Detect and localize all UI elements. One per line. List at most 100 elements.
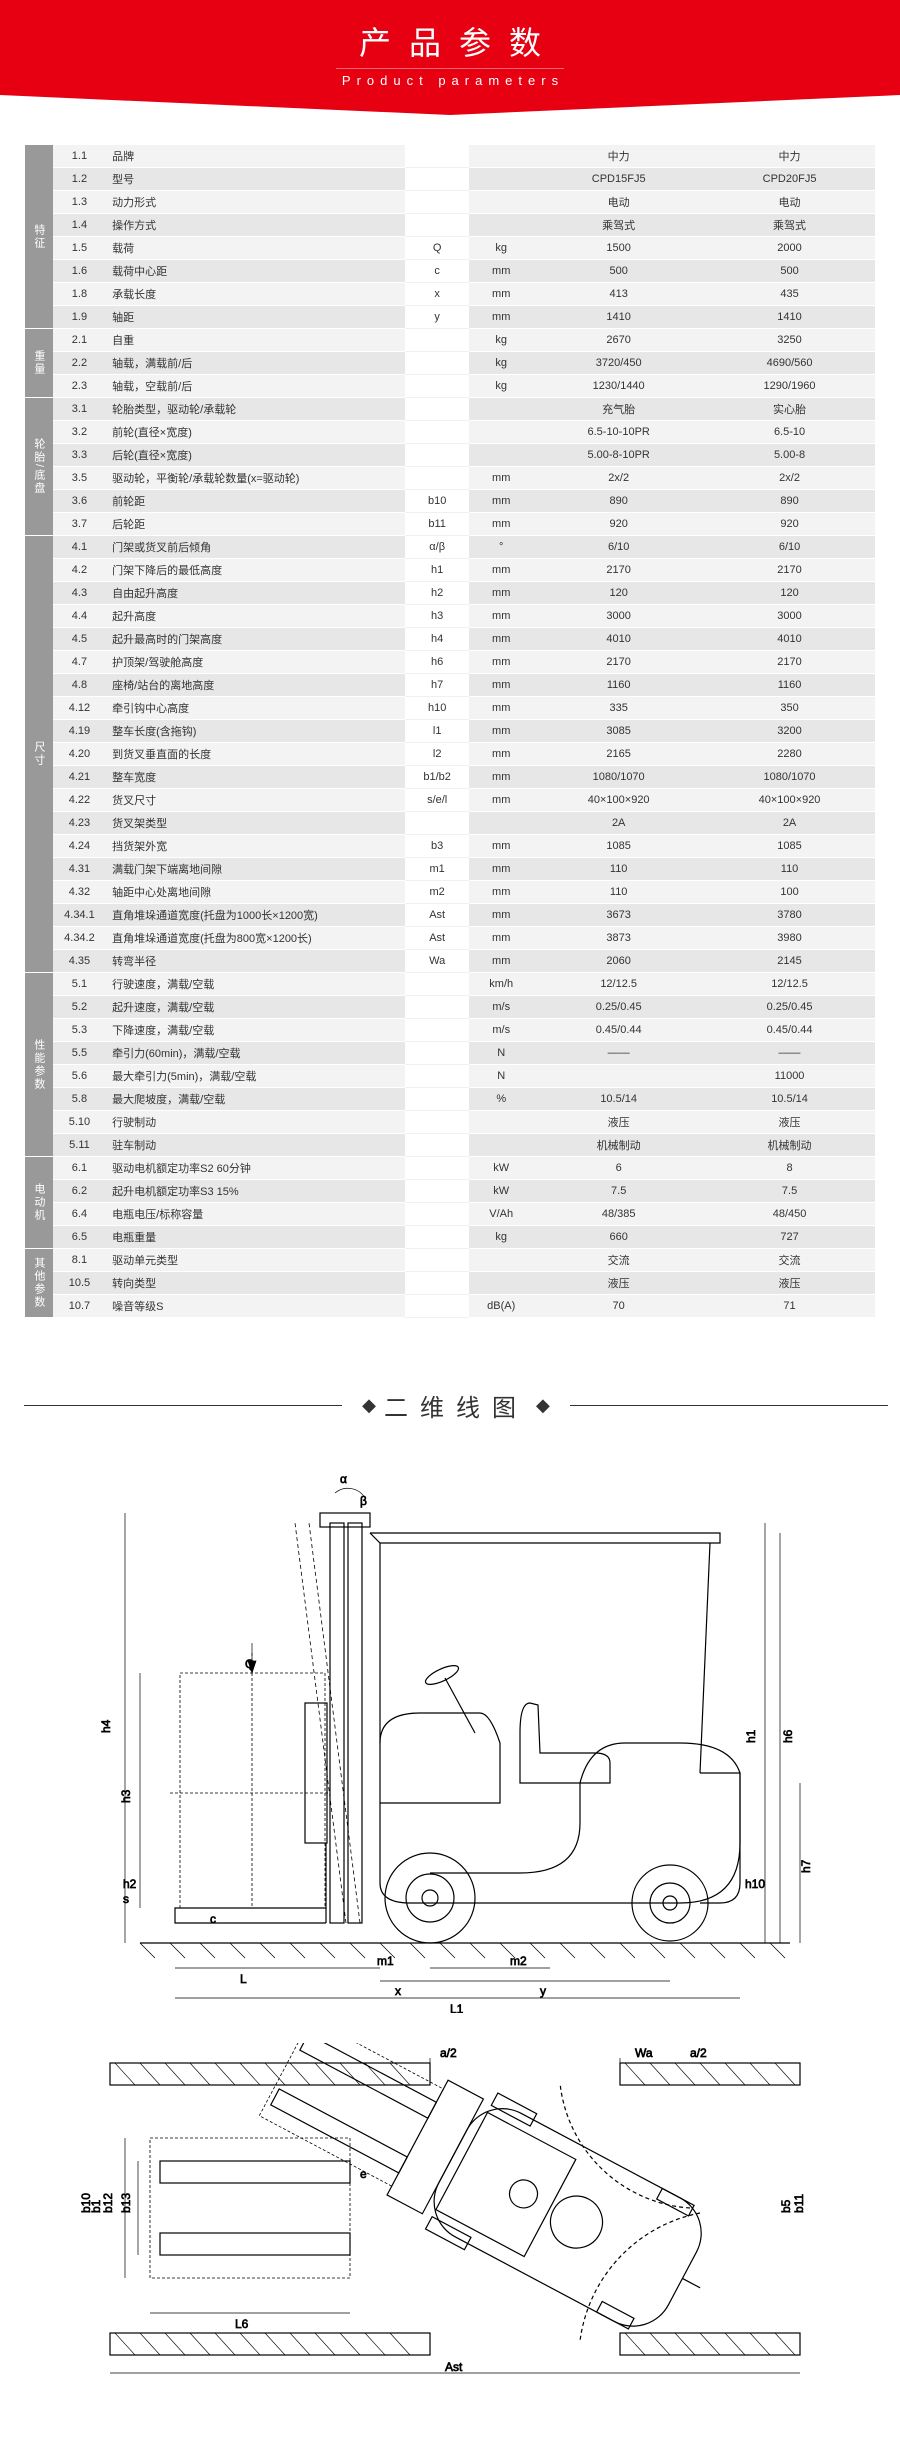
col-label: 货叉尺寸 [106,789,405,812]
col-sym [405,1042,469,1065]
table-row: 1.2型号CPD15FJ5CPD20FJ5 [25,168,875,191]
col-unit: kg [469,1226,533,1249]
col-idx: 5.5 [53,1042,106,1065]
col-sym: l2 [405,743,469,766]
col-idx: 6.2 [53,1180,106,1203]
col-idx: 2.2 [53,352,106,375]
col-unit: kW [469,1157,533,1180]
col-v1: 6.5-10-10PR [533,421,704,444]
col-v2: 2170 [704,651,875,674]
col-sym: s/e/l [405,789,469,812]
col-idx: 5.1 [53,973,106,996]
col-v1: 3085 [533,720,704,743]
table-row: 1.5载荷Qkg15002000 [25,237,875,260]
col-label: 直角堆垛通道宽度(托盘为800宽×1200长) [106,927,405,950]
table-row: 5.5牵引力(60min)，满载/空载N———— [25,1042,875,1065]
col-v2: 71 [704,1295,875,1318]
col-unit: mm [469,743,533,766]
dim-m1: m1 [377,1954,394,1968]
dim-L: L [240,1972,247,1986]
col-label: 驻车制动 [106,1134,405,1157]
dim-m2: m2 [510,1954,527,1968]
col-idx: 2.1 [53,329,106,352]
col-idx: 1.1 [53,145,106,168]
col-sym [405,1226,469,1249]
col-sym [405,1111,469,1134]
col-unit: mm [469,559,533,582]
col-unit: kg [469,352,533,375]
table-row: 10.5转向类型液压液压 [25,1272,875,1295]
dim-h7: h7 [799,1859,813,1873]
diagram-title-text: 二维线图 [384,1388,528,1423]
col-v2: 8 [704,1157,875,1180]
col-v2: 6.5-10 [704,421,875,444]
col-v1: 3720/450 [533,352,704,375]
banner-title-cn: 产品参数 [0,18,900,64]
col-label: 门架下降后的最低高度 [106,559,405,582]
dim-c: c [210,1912,216,1926]
col-sym: Ast [405,904,469,927]
table-row: 性能参数5.1行驶速度，满载/空载km/h12/12.512/12.5 [25,973,875,996]
col-v1: 10.5/14 [533,1088,704,1111]
col-idx: 4.34.1 [53,904,106,927]
table-row: 1.6载荷中心距cmm500500 [25,260,875,283]
col-unit: mm [469,260,533,283]
col-v2: 中力 [704,145,875,168]
col-sym: b1/b2 [405,766,469,789]
col-label: 品牌 [106,145,405,168]
dim-b12: b12 [101,2193,115,2213]
col-label: 动力形式 [106,191,405,214]
col-unit: dB(A) [469,1295,533,1318]
col-label: 到货叉垂直面的长度 [106,743,405,766]
table-row: 4.34.1直角堆垛通道宽度(托盘为1000长×1200宽)Astmm36733… [25,904,875,927]
col-sym: l1 [405,720,469,743]
col-unit: mm [469,513,533,536]
col-label: 起升最高时的门架高度 [106,628,405,651]
col-v2: 1085 [704,835,875,858]
col-idx: 5.3 [53,1019,106,1042]
col-v1: 12/12.5 [533,973,704,996]
forklift-top-diagram: a/2 a/2 Wa b12 b13 b1 b10 b11 b5 e L6 As… [80,2043,820,2383]
col-v2: 11000 [704,1065,875,1088]
col-sym: Q [405,237,469,260]
col-v2: 110 [704,858,875,881]
table-row: 4.24挡货架外宽b3mm10851085 [25,835,875,858]
col-unit: % [469,1088,533,1111]
col-unit: m/s [469,1019,533,1042]
col-sym [405,375,469,398]
col-idx: 6.5 [53,1226,106,1249]
col-v2: 4690/560 [704,352,875,375]
col-idx: 4.20 [53,743,106,766]
diagram-section-title: ◆ 二维线图 ◆ [0,1388,900,1423]
col-unit [469,168,533,191]
col-v2: 2x/2 [704,467,875,490]
col-idx: 5.10 [53,1111,106,1134]
col-v2: 2280 [704,743,875,766]
table-row: 6.5电瓶重量kg660727 [25,1226,875,1249]
col-sym: h7 [405,674,469,697]
col-label: 驱动单元类型 [106,1249,405,1272]
col-unit [469,1134,533,1157]
col-unit: V/Ah [469,1203,533,1226]
col-idx: 4.32 [53,881,106,904]
col-sym: x [405,283,469,306]
col-v2: 1080/1070 [704,766,875,789]
col-unit [469,1111,533,1134]
col-v2: 3000 [704,605,875,628]
col-v2: CPD20FJ5 [704,168,875,191]
col-label: 牵引力(60min)，满载/空载 [106,1042,405,1065]
col-sym: c [405,260,469,283]
dim-e: e [360,2167,367,2181]
col-label: 行驶制动 [106,1111,405,1134]
col-v2: 120 [704,582,875,605]
col-sym: m1 [405,858,469,881]
col-idx: 4.1 [53,536,106,559]
col-label: 轴载，空载前/后 [106,375,405,398]
col-label: 整车宽度 [106,766,405,789]
table-row: 4.12牵引钩中心高度h10mm335350 [25,697,875,720]
col-sym [405,1249,469,1272]
col-v1: 1080/1070 [533,766,704,789]
table-row: 3.6前轮距b10mm890890 [25,490,875,513]
col-label: 起升电机额定功率S3 15% [106,1180,405,1203]
col-idx: 4.7 [53,651,106,674]
